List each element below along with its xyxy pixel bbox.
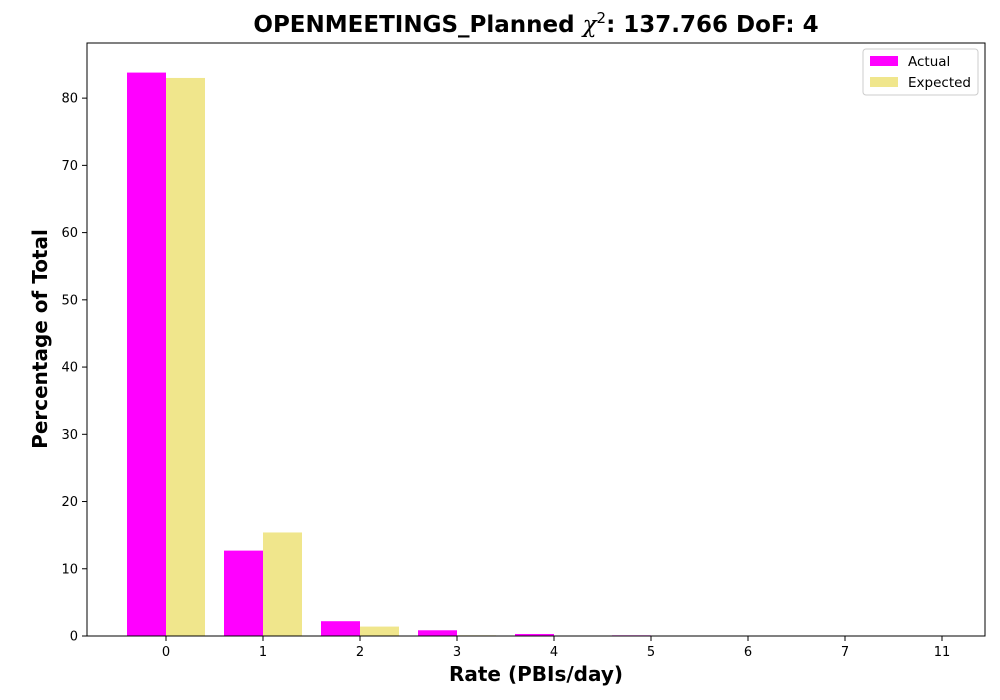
x-tick-label: 11 bbox=[934, 645, 951, 660]
bar-actual-4 bbox=[515, 633, 554, 636]
x-tick-label: 0 bbox=[162, 645, 170, 660]
bar-actual-3 bbox=[418, 630, 457, 636]
bar-actual-2 bbox=[321, 621, 360, 636]
chart-title: OPENMEETINGS_Planned χ2: 137.766 DoF: 4 bbox=[253, 9, 818, 38]
bar-expected-0 bbox=[166, 77, 205, 637]
plot-frame bbox=[86, 42, 986, 637]
y-axis-title: Percentage of Total bbox=[28, 229, 52, 449]
legend-swatch-expected bbox=[870, 77, 898, 87]
legend: Actual Expected bbox=[862, 48, 979, 96]
legend-label-expected: Expected bbox=[908, 75, 971, 91]
x-tick-label: 3 bbox=[453, 645, 461, 660]
y-tick-label: 60 bbox=[61, 226, 78, 241]
y-tick-label: 0 bbox=[70, 630, 78, 645]
y-tick-label: 80 bbox=[61, 92, 78, 107]
bar-actual-0 bbox=[127, 72, 166, 636]
legend-label-actual: Actual bbox=[908, 54, 950, 70]
x-tick-label: 6 bbox=[744, 645, 752, 660]
y-tick-label: 40 bbox=[61, 361, 78, 376]
legend-swatch-actual bbox=[870, 56, 898, 66]
x-tick-label: 1 bbox=[259, 645, 267, 660]
bars-group bbox=[127, 72, 651, 637]
x-tick-label: 2 bbox=[356, 645, 364, 660]
y-tick-label: 10 bbox=[61, 562, 78, 577]
y-axis: 0 10 20 30 40 50 60 70 80 bbox=[61, 92, 87, 645]
bar-expected-2 bbox=[360, 626, 399, 636]
x-tick-label: 7 bbox=[841, 645, 849, 660]
y-tick-label: 20 bbox=[61, 495, 78, 510]
x-axis-title: Rate (PBIs/day) bbox=[449, 662, 623, 686]
bar-expected-1 bbox=[263, 532, 302, 636]
x-axis: 0 1 2 3 4 5 6 7 11 bbox=[162, 636, 950, 660]
y-tick-label: 50 bbox=[61, 293, 78, 308]
y-tick-label: 70 bbox=[61, 159, 78, 174]
y-tick-label: 30 bbox=[61, 428, 78, 443]
bar-actual-1 bbox=[224, 550, 263, 636]
x-tick-label: 4 bbox=[550, 645, 558, 660]
x-tick-label: 5 bbox=[647, 645, 655, 660]
